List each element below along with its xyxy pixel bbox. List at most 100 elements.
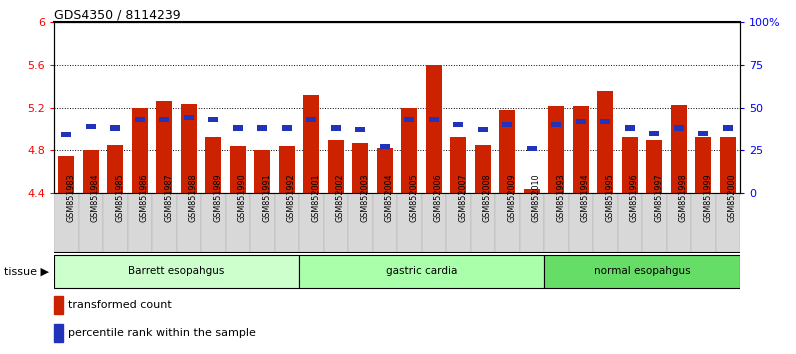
Bar (618, 193, 642, 253)
Bar (720, 137, 736, 193)
Bar (110, 125, 120, 131)
Text: GSM852000: GSM852000 (728, 173, 737, 222)
Text: Barrett esopahgus: Barrett esopahgus (128, 267, 224, 276)
Bar (698, 131, 708, 136)
Bar (642, 193, 666, 253)
Text: GSM852001: GSM852001 (311, 173, 320, 222)
Bar (451, 137, 466, 193)
Bar (600, 119, 611, 124)
Text: tissue ▶: tissue ▶ (4, 267, 49, 276)
Bar (54, 193, 79, 253)
Bar (230, 146, 246, 193)
Bar (306, 117, 316, 122)
Bar (135, 117, 145, 122)
Text: GSM852002: GSM852002 (336, 173, 345, 222)
Text: GSM852008: GSM852008 (482, 173, 492, 222)
Bar (495, 193, 520, 253)
Bar (54, 255, 299, 288)
Bar (453, 122, 463, 127)
Bar (250, 193, 275, 253)
Bar (275, 193, 299, 253)
Bar (397, 193, 422, 253)
Bar (83, 150, 99, 193)
Bar (695, 137, 711, 193)
Text: GSM852005: GSM852005 (409, 173, 418, 222)
Text: GSM851987: GSM851987 (164, 173, 174, 222)
Bar (544, 193, 568, 253)
Bar (330, 125, 341, 131)
Bar (348, 193, 373, 253)
Bar (520, 193, 544, 253)
Bar (177, 193, 201, 253)
Bar (54, 296, 64, 314)
Bar (257, 125, 267, 131)
Bar (181, 104, 197, 193)
Text: GSM851992: GSM851992 (287, 173, 296, 222)
Bar (548, 107, 564, 193)
Bar (470, 193, 495, 253)
Bar (303, 95, 319, 193)
Text: transformed count: transformed count (68, 300, 171, 310)
Text: GSM851991: GSM851991 (262, 173, 271, 222)
Bar (573, 107, 589, 193)
Bar (282, 125, 292, 131)
Bar (426, 65, 442, 193)
Bar (625, 125, 635, 131)
Text: GSM851998: GSM851998 (679, 173, 688, 222)
Text: GSM851983: GSM851983 (66, 173, 76, 222)
Text: normal esopahgus: normal esopahgus (594, 267, 690, 276)
Text: GSM852010: GSM852010 (532, 173, 540, 222)
Text: GSM852003: GSM852003 (361, 173, 369, 222)
Bar (716, 193, 740, 253)
Bar (404, 117, 415, 122)
Bar (649, 131, 659, 136)
Bar (478, 127, 488, 132)
Bar (671, 105, 687, 193)
Bar (184, 115, 194, 120)
Bar (666, 193, 691, 253)
Bar (422, 193, 446, 253)
Text: GSM851986: GSM851986 (140, 173, 149, 222)
Bar (132, 108, 148, 193)
Text: gastric cardia: gastric cardia (386, 267, 457, 276)
Bar (568, 193, 593, 253)
Bar (576, 119, 586, 124)
Bar (524, 189, 540, 193)
Text: GSM851989: GSM851989 (213, 173, 222, 222)
Bar (597, 91, 613, 193)
Bar (103, 193, 127, 253)
Bar (58, 156, 74, 193)
Text: GSM851995: GSM851995 (605, 173, 615, 222)
Bar (201, 193, 225, 253)
Bar (152, 193, 177, 253)
Bar (474, 145, 490, 193)
Text: GSM851993: GSM851993 (556, 173, 565, 222)
Bar (673, 125, 684, 131)
Bar (551, 122, 561, 127)
Bar (428, 117, 439, 122)
Bar (299, 193, 323, 253)
Bar (205, 137, 221, 193)
Bar (232, 125, 243, 131)
Bar (254, 150, 270, 193)
Bar (502, 122, 513, 127)
Bar (646, 139, 662, 193)
Bar (156, 101, 172, 193)
Bar (79, 193, 103, 253)
Text: GSM851984: GSM851984 (91, 173, 100, 222)
Bar (208, 117, 218, 122)
Bar (86, 124, 96, 129)
Text: GSM851985: GSM851985 (115, 173, 124, 222)
Bar (401, 108, 417, 193)
Text: GSM851996: GSM851996 (630, 173, 638, 222)
Bar (61, 132, 72, 137)
Text: GSM852007: GSM852007 (458, 173, 467, 222)
Bar (446, 193, 470, 253)
Text: GSM851990: GSM851990 (238, 173, 247, 222)
Bar (527, 146, 537, 151)
Bar (593, 193, 618, 253)
Bar (544, 255, 740, 288)
Text: percentile rank within the sample: percentile rank within the sample (68, 328, 256, 338)
Text: GSM851988: GSM851988 (189, 173, 197, 222)
Text: GSM851997: GSM851997 (654, 173, 663, 222)
